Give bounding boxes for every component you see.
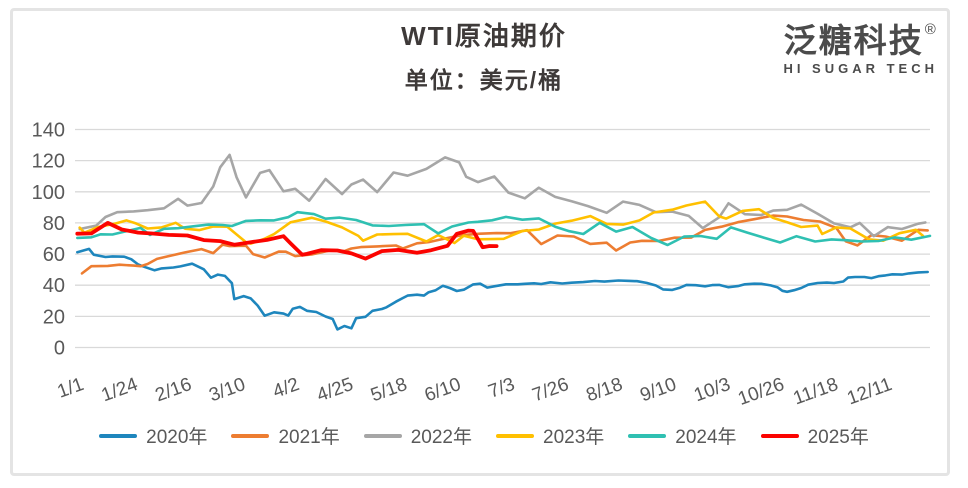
registered-mark-icon: ® xyxy=(924,21,938,38)
legend-swatch xyxy=(231,433,270,438)
series-line-2022 xyxy=(78,153,927,238)
legend-swatch xyxy=(760,433,799,438)
x-tick-label: 3/10 xyxy=(206,374,248,406)
legend-label: 2024年 xyxy=(675,427,737,448)
x-tick-label: 10/26 xyxy=(735,374,787,410)
x-tick-label: 4/2 xyxy=(270,374,302,403)
legend-item-2020: 2020年 xyxy=(99,422,207,449)
legend-label: 2021年 xyxy=(278,427,340,448)
x-tick-label: 7/3 xyxy=(486,374,518,403)
x-tick-label: 6/10 xyxy=(422,374,464,406)
chart-title: WTI原油期价 xyxy=(401,21,567,51)
legend-item-2023: 2023年 xyxy=(496,422,604,449)
series-line-2020 xyxy=(76,247,930,331)
x-tick-label: 11/18 xyxy=(790,374,841,410)
y-tick-label: 140 xyxy=(32,120,65,142)
y-tick-label: 100 xyxy=(32,182,65,204)
x-tick-label: 10/3 xyxy=(691,374,733,406)
chart-subtitle: 单位：美元/桶 xyxy=(404,67,564,93)
x-tick-label: 12/11 xyxy=(844,374,895,410)
legend-swatch xyxy=(99,433,138,438)
legend-swatch xyxy=(628,433,667,438)
legend-swatch xyxy=(496,433,534,438)
chart-legend: 2020年 2021年 2022年 2023年 2024年 2025年 xyxy=(0,422,968,449)
x-tick-label: 8/18 xyxy=(584,374,626,406)
legend-swatch xyxy=(363,433,402,438)
y-tick-label: 60 xyxy=(43,244,65,266)
x-tick-label: 9/10 xyxy=(637,374,679,406)
brand-logo-cn-row: 泛糖科技® xyxy=(783,22,938,57)
series-line-2024 xyxy=(76,210,932,247)
x-tick-label: 2/16 xyxy=(153,374,195,406)
legend-item-2025: 2025年 xyxy=(760,422,869,449)
x-tick-label: 4/25 xyxy=(314,374,356,406)
y-tick-label: 40 xyxy=(43,275,65,297)
y-tick-label: 120 xyxy=(32,151,65,173)
legend-label: 2020年 xyxy=(146,427,208,448)
y-tick-label: 80 xyxy=(43,213,65,235)
legend-label: 2023年 xyxy=(543,427,605,448)
brand-logo: 泛糖科技® HI SUGAR TECH xyxy=(783,22,938,76)
chart-header: WTI原油期价 单位：美元/桶 xyxy=(0,16,968,95)
legend-label: 2025年 xyxy=(807,427,869,448)
x-tick-label: 5/18 xyxy=(368,374,410,406)
legend-item-2022: 2022年 xyxy=(363,422,472,449)
legend-item-2021: 2021年 xyxy=(231,422,340,449)
series-line-2025 xyxy=(75,220,499,261)
y-tick-label: 20 xyxy=(43,306,65,328)
legend-item-2024: 2024年 xyxy=(628,422,737,449)
y-tick-label: 0 xyxy=(54,338,65,360)
x-tick-label: 1/24 xyxy=(99,374,141,407)
brand-logo-en: HI SUGAR TECH xyxy=(783,61,938,76)
brand-logo-cn: 泛糖科技 xyxy=(783,22,924,59)
legend-label: 2022年 xyxy=(410,427,472,448)
x-tick-label: 7/26 xyxy=(530,374,572,406)
x-tick-label: 1/1 xyxy=(55,374,87,403)
